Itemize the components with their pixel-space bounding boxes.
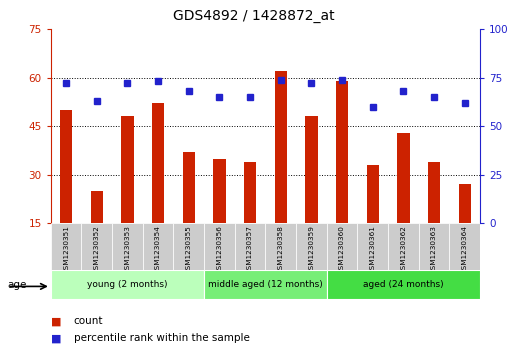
Bar [51, 270, 204, 299]
Bar [336, 81, 348, 223]
Bar [152, 103, 164, 223]
Text: aged (24 months): aged (24 months) [363, 281, 443, 289]
Bar [450, 223, 480, 270]
Bar [204, 270, 327, 299]
Text: young (2 months): young (2 months) [87, 281, 168, 289]
Bar [419, 223, 450, 270]
Text: GSM1230358: GSM1230358 [278, 225, 284, 274]
Text: GSM1230360: GSM1230360 [339, 225, 345, 274]
Text: GDS4892 / 1428872_at: GDS4892 / 1428872_at [173, 9, 335, 23]
Text: ■: ■ [51, 316, 61, 326]
Bar [244, 162, 256, 223]
Text: GSM1230363: GSM1230363 [431, 225, 437, 274]
Text: GSM1230361: GSM1230361 [370, 225, 376, 274]
Bar [367, 165, 379, 223]
Text: GSM1230352: GSM1230352 [94, 225, 100, 274]
Text: GSM1230356: GSM1230356 [216, 225, 223, 274]
Text: count: count [74, 316, 103, 326]
Bar [51, 223, 81, 270]
Bar [60, 110, 72, 223]
Bar [143, 223, 173, 270]
Bar [275, 71, 287, 223]
Bar [235, 223, 265, 270]
Bar [388, 223, 419, 270]
Bar [81, 223, 112, 270]
Bar [121, 117, 134, 223]
Text: middle aged (12 months): middle aged (12 months) [208, 281, 323, 289]
Bar [90, 191, 103, 223]
Text: percentile rank within the sample: percentile rank within the sample [74, 333, 249, 343]
Text: GSM1230353: GSM1230353 [124, 225, 131, 274]
Bar [327, 270, 480, 299]
Bar [204, 223, 235, 270]
Bar [459, 184, 471, 223]
Bar [358, 223, 388, 270]
Bar [183, 152, 195, 223]
Bar [265, 223, 296, 270]
Bar [173, 223, 204, 270]
Bar [112, 223, 143, 270]
Text: GSM1230362: GSM1230362 [400, 225, 406, 274]
Text: GSM1230355: GSM1230355 [186, 225, 192, 274]
Bar [428, 162, 440, 223]
Bar [296, 223, 327, 270]
Text: ■: ■ [51, 333, 61, 343]
Bar [327, 223, 358, 270]
Text: GSM1230351: GSM1230351 [63, 225, 69, 274]
Text: age: age [8, 280, 27, 290]
Text: GSM1230364: GSM1230364 [462, 225, 468, 274]
Text: GSM1230359: GSM1230359 [308, 225, 314, 274]
Bar [397, 132, 409, 223]
Bar [305, 117, 318, 223]
Text: GSM1230357: GSM1230357 [247, 225, 253, 274]
Text: GSM1230354: GSM1230354 [155, 225, 161, 274]
Bar [213, 159, 226, 223]
